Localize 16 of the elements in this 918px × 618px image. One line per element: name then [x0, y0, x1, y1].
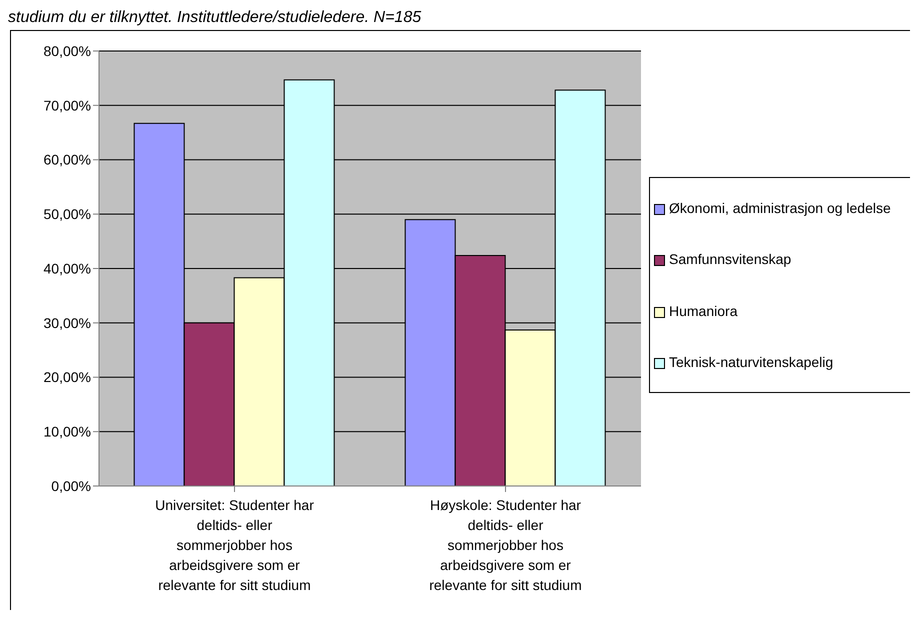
y-tick-label: 80,00%: [44, 42, 91, 59]
y-tick-label: 10,00%: [44, 424, 91, 440]
legend-label: Samfunnsvitenskap: [669, 251, 792, 268]
x-tick-label: Universitet: Studenter har deltids- eller sommerjobber hos arbeidsgivere som er relevante for sitt studium: [155, 497, 314, 593]
legend-label: Teknisk-naturvitenskapelig: [669, 354, 834, 370]
legend-label: Økonomi, administrasjon og ledelse: [669, 200, 891, 216]
y-tick-label: 0,00%: [51, 478, 91, 494]
y-tick-label: 70,00%: [44, 97, 91, 114]
chart-title: studium du er tilknyttet. Instituttledere/studieledere. N=185: [8, 8, 422, 28]
y-tick-label: 40,00%: [44, 260, 91, 276]
y-tick-label: 60,00%: [44, 152, 91, 168]
y-tick-label: 20,00%: [44, 369, 91, 386]
legend-label: Humaniora: [669, 302, 738, 319]
y-tick-label: 30,00%: [44, 314, 91, 331]
x-tick-label: Høyskole: Studenter har deltids- eller sommerjobber hos arbeidsgivere som er relevante for sitt studium: [429, 497, 582, 593]
y-tick-label: 50,00%: [44, 206, 91, 222]
